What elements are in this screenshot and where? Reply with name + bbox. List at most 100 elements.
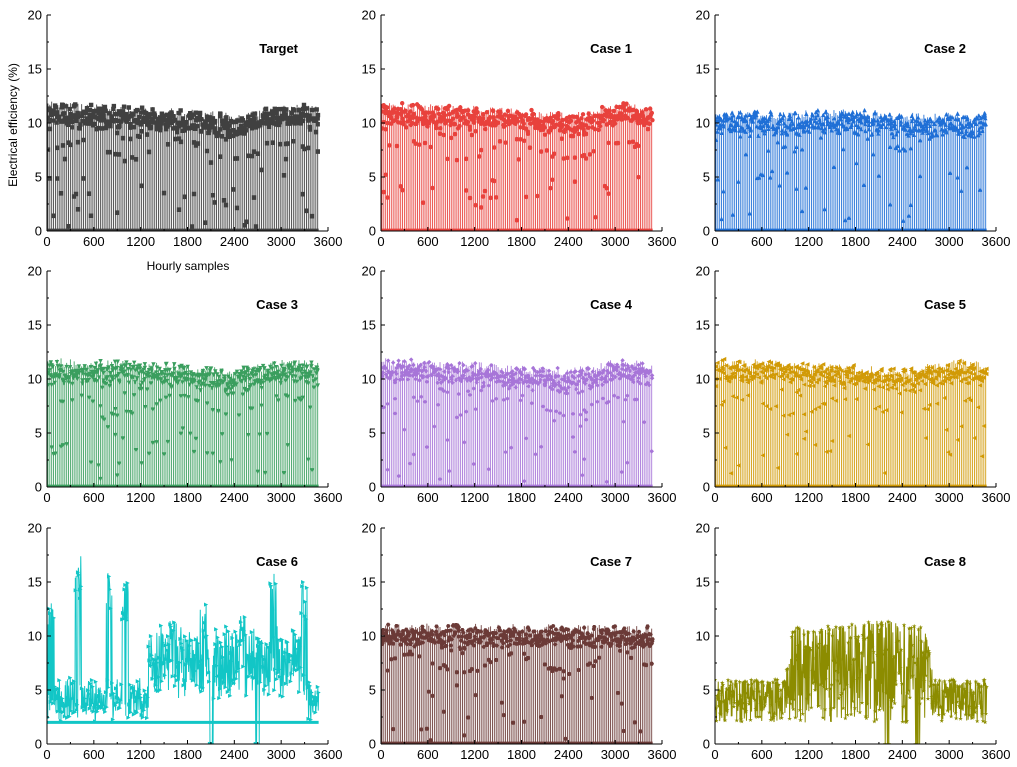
plot-area — [47, 556, 321, 744]
series-markers-low — [381, 156, 641, 223]
y-tick-label: 5 — [35, 426, 42, 441]
y-tick-label: 0 — [35, 224, 42, 239]
panel-title: Case 6 — [256, 554, 298, 569]
plot-area — [715, 107, 988, 231]
panel-title: Target — [259, 41, 298, 56]
plot-area — [381, 100, 655, 231]
y-tick-label: 5 — [703, 170, 710, 185]
y-tick-label: 10 — [362, 116, 376, 131]
y-tick-label: 20 — [696, 264, 710, 279]
panel-6: 0 5 10 15 20 0 600 1200 1800 2400 3000 3600 Case 5 — [696, 264, 1011, 506]
plot-area — [715, 356, 989, 487]
y-tick-label: 5 — [369, 683, 376, 698]
y-tick-label: 15 — [28, 575, 42, 590]
y-axis-title: Electrical efficiency (%) — [6, 63, 20, 187]
x-tick-label: 0 — [711, 234, 718, 249]
x-tick-label: 3000 — [601, 490, 630, 505]
x-tick-label: 0 — [711, 490, 718, 505]
series-stems — [47, 358, 319, 487]
y-tick-label: 20 — [362, 521, 376, 536]
x-tick-label: 1800 — [173, 747, 202, 762]
y-tick-label: 20 — [28, 264, 42, 279]
x-tick-label: 3600 — [314, 747, 343, 762]
y-tick-label: 20 — [362, 264, 376, 279]
x-tick-label: 3000 — [601, 234, 630, 249]
panel-title: Case 5 — [924, 297, 966, 312]
x-tick-label: 1800 — [841, 490, 870, 505]
x-tick-label: 2400 — [554, 490, 583, 505]
panel-title: Case 4 — [590, 297, 633, 312]
x-tick-label: 3600 — [314, 234, 343, 249]
series-markers-upper — [715, 356, 989, 393]
y-tick-label: 15 — [696, 575, 710, 590]
plot-area — [715, 619, 989, 744]
x-tick-label: 3000 — [935, 747, 964, 762]
series-markers — [715, 619, 989, 744]
series-markers-upper — [381, 100, 655, 137]
y-tick-label: 15 — [362, 62, 376, 77]
y-tick-label: 0 — [703, 737, 710, 752]
y-tick-label: 10 — [696, 372, 710, 387]
y-tick-label: 20 — [696, 8, 710, 23]
y-tick-label: 15 — [696, 62, 710, 77]
y-tick-label: 0 — [369, 737, 376, 752]
y-tick-label: 0 — [369, 224, 376, 239]
x-tick-label: 600 — [83, 234, 105, 249]
series-stems — [381, 358, 653, 487]
x-tick-label: 0 — [377, 490, 384, 505]
y-tick-label: 5 — [369, 426, 376, 441]
x-tick-label: 3600 — [982, 747, 1011, 762]
y-tick-label: 15 — [28, 318, 42, 333]
y-tick-label: 0 — [369, 480, 376, 495]
series-markers-mid — [715, 109, 988, 154]
x-tick-label: 3600 — [648, 234, 677, 249]
x-tick-label: 0 — [43, 234, 50, 249]
panel-title: Case 1 — [590, 41, 632, 56]
series-stems — [715, 358, 987, 487]
x-tick-label: 3600 — [982, 490, 1011, 505]
series-markers-upper — [47, 358, 320, 395]
x-tick-label: 0 — [43, 490, 50, 505]
series-markers-mid — [47, 115, 320, 164]
x-tick-label: 600 — [83, 747, 105, 762]
y-tick-label: 10 — [28, 116, 42, 131]
y-tick-label: 10 — [362, 629, 376, 644]
x-tick-label: 3000 — [601, 747, 630, 762]
x-tick-label: 3000 — [267, 747, 296, 762]
series-markers-upper — [715, 107, 988, 140]
y-tick-label: 0 — [703, 480, 710, 495]
x-axis-title: Hourly samples — [147, 259, 230, 273]
x-tick-label: 2400 — [220, 234, 249, 249]
x-tick-label: 1200 — [460, 234, 489, 249]
x-tick-label: 600 — [417, 747, 439, 762]
x-tick-label: 1800 — [507, 234, 536, 249]
x-tick-label: 3000 — [935, 490, 964, 505]
x-tick-label: 1800 — [507, 747, 536, 762]
series-markers-mid — [381, 627, 654, 677]
y-tick-label: 15 — [28, 62, 42, 77]
y-tick-label: 0 — [35, 737, 42, 752]
panel-7: 0 5 10 15 20 0 600 1200 1800 2400 3000 3600 Case 6 — [28, 521, 343, 763]
x-tick-label: 1800 — [173, 234, 202, 249]
panel-title: Case 3 — [256, 297, 298, 312]
x-tick-label: 2400 — [554, 747, 583, 762]
x-tick-label: 1200 — [126, 747, 155, 762]
x-tick-label: 1200 — [460, 490, 489, 505]
panel-title: Case 2 — [924, 41, 966, 56]
series-markers-mid — [47, 371, 320, 419]
panel-2: 0 5 10 15 20 0 600 1200 1800 2400 3000 3600 Case 1 — [362, 8, 677, 250]
x-tick-label: 1800 — [507, 490, 536, 505]
series-markers-mid — [381, 114, 651, 163]
x-tick-label: 3000 — [935, 234, 964, 249]
y-tick-label: 20 — [696, 521, 710, 536]
panel-title: Case 7 — [590, 554, 632, 569]
x-tick-label: 1800 — [841, 234, 870, 249]
panel-1: 0 5 10 15 20 0 600 1200 1800 2400 3000 3600 Target — [28, 8, 343, 250]
plot-area — [381, 622, 655, 744]
x-tick-label: 2400 — [888, 234, 917, 249]
x-tick-label: 2400 — [220, 747, 249, 762]
series-markers-upper — [47, 102, 321, 139]
x-tick-label: 1200 — [460, 747, 489, 762]
x-tick-label: 600 — [751, 490, 773, 505]
x-tick-label: 0 — [43, 747, 50, 762]
